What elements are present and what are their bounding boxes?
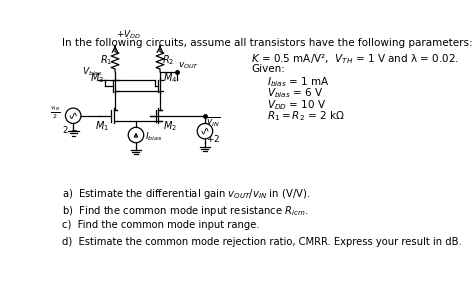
Text: c)  Find the common mode input range.: c) Find the common mode input range. bbox=[62, 221, 259, 230]
Text: $+ 2$: $+ 2$ bbox=[207, 134, 221, 144]
Text: $\frac{v_{IN}}{2}$: $\frac{v_{IN}}{2}$ bbox=[50, 104, 61, 121]
Text: d)  Estimate the common mode rejection ratio, CMRR. Express your result in dB.: d) Estimate the common mode rejection ra… bbox=[62, 237, 461, 247]
Text: In the following circuits, assume all transistors have the following parameters:: In the following circuits, assume all tr… bbox=[62, 38, 472, 48]
Text: $K$ = 0.5 mA/V²,  $V_{TH}$ = 1 V and λ = 0.02.: $K$ = 0.5 mA/V², $V_{TH}$ = 1 V and λ = … bbox=[251, 52, 460, 66]
Text: $R_1$: $R_1$ bbox=[100, 54, 113, 67]
Text: Given:: Given: bbox=[251, 64, 285, 74]
Text: $V_{DD}$ = 10 V: $V_{DD}$ = 10 V bbox=[267, 98, 326, 112]
Text: 2 −: 2 − bbox=[64, 126, 78, 135]
Text: b)  Find the common mode input resistance $R_{icm}$.: b) Find the common mode input resistance… bbox=[62, 203, 308, 218]
Text: $I_{bias}$ = 1 mA: $I_{bias}$ = 1 mA bbox=[267, 75, 329, 89]
Text: $\overline{v_{IN}}$: $\overline{v_{IN}}$ bbox=[207, 116, 220, 129]
Text: $V_{bias}$ = 6 V: $V_{bias}$ = 6 V bbox=[267, 86, 323, 100]
Text: $R_2$: $R_2$ bbox=[162, 54, 174, 67]
Text: +$V_{DD}$: +$V_{DD}$ bbox=[116, 29, 141, 41]
Text: $v_{OUT}$: $v_{OUT}$ bbox=[178, 61, 199, 71]
Text: a)  Estimate the differential gain $v_{OUT}/v_{IN}$ in (V/V).: a) Estimate the differential gain $v_{OU… bbox=[62, 187, 310, 200]
Text: $I_{bias}$: $I_{bias}$ bbox=[145, 130, 163, 143]
Text: $M_4$: $M_4$ bbox=[163, 71, 177, 85]
Text: $M_3$: $M_3$ bbox=[90, 71, 104, 85]
Text: $R_1 = R_2$ = 2 kΩ: $R_1 = R_2$ = 2 kΩ bbox=[267, 110, 345, 123]
Text: $M_2$: $M_2$ bbox=[163, 120, 177, 133]
Text: $V_{bias}$: $V_{bias}$ bbox=[82, 65, 103, 78]
Text: $M_1$: $M_1$ bbox=[95, 120, 109, 133]
